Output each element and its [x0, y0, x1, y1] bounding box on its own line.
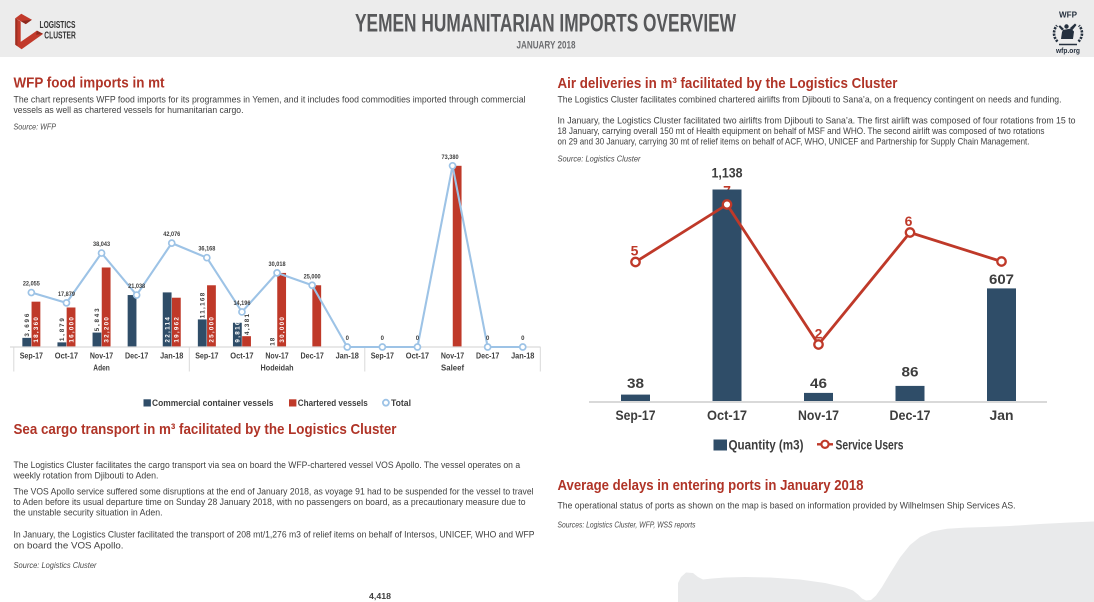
- svg-text:22,055: 22,055: [23, 282, 41, 288]
- svg-text:Nov-17: Nov-17: [265, 352, 289, 361]
- svg-text:Dec-17: Dec-17: [301, 352, 325, 361]
- svg-text:5: 5: [631, 243, 639, 259]
- svg-text:on 29 and 30 January, carrying: on 29 and 30 January, carrying 30 mt of …: [558, 137, 1030, 148]
- svg-text:Service Users: Service Users: [836, 437, 904, 453]
- svg-text:Nov-17: Nov-17: [441, 352, 465, 361]
- svg-text:4,418: 4,418: [369, 592, 392, 601]
- svg-text:5,843: 5,843: [94, 308, 101, 331]
- svg-text:6: 6: [905, 213, 913, 229]
- svg-text:WFP: WFP: [1059, 10, 1077, 20]
- svg-text:Sea cargo transport in m³ faci: Sea cargo transport in m³ facilitated by…: [14, 421, 397, 438]
- svg-text:weekly rotation from Djibouti: weekly rotation from Djibouti to Aden.: [13, 471, 159, 482]
- svg-text:30,000: 30,000: [279, 317, 286, 343]
- svg-text:607: 607: [989, 271, 1014, 287]
- svg-text:18: 18: [270, 337, 277, 345]
- svg-text:Average delays in entering por: Average delays in entering ports in Janu…: [558, 477, 864, 494]
- svg-text:18 January, carrying overall 1: 18 January, carrying overall 150 mt of H…: [558, 126, 1045, 137]
- svg-text:Oct-17: Oct-17: [55, 352, 79, 361]
- svg-text:0: 0: [346, 336, 350, 342]
- svg-text:CLUSTER: CLUSTER: [44, 31, 76, 42]
- svg-text:9,816: 9,816: [234, 321, 241, 342]
- svg-text:LOGISTICS: LOGISTICS: [40, 20, 76, 31]
- svg-text:the unstable security situatio: the unstable security situation in Aden.: [14, 508, 163, 519]
- svg-text:JANUARY 2018: JANUARY 2018: [517, 39, 576, 51]
- svg-text:30,018: 30,018: [269, 262, 287, 268]
- svg-text:25,000: 25,000: [209, 317, 216, 343]
- svg-text:2: 2: [815, 326, 823, 342]
- svg-text:The operational status of port: The operational status of ports as shown…: [558, 501, 1016, 512]
- svg-text:Dec-17: Dec-17: [890, 407, 931, 423]
- svg-text:Sep-17: Sep-17: [195, 352, 219, 361]
- svg-text:1,879: 1,879: [59, 318, 66, 341]
- svg-text:0: 0: [416, 336, 420, 342]
- svg-text:Jan: Jan: [990, 407, 1014, 423]
- svg-text:32,200: 32,200: [103, 317, 110, 343]
- svg-text:Dec-17: Dec-17: [125, 352, 149, 361]
- svg-text:3,696: 3,696: [24, 313, 31, 336]
- svg-text:1,138: 1,138: [712, 165, 743, 181]
- svg-text:0: 0: [486, 336, 490, 342]
- svg-text:Air deliveries in m³ facilitat: Air deliveries in m³ facilitated by the …: [558, 75, 898, 92]
- svg-text:YEMEN HUMANITARIAN IMPORTS OVE: YEMEN HUMANITARIAN IMPORTS OVERVIEW: [355, 10, 736, 38]
- svg-text:19,962: 19,962: [174, 317, 181, 343]
- svg-text:to Aden before its usual depar: to Aden before its usual departure time …: [14, 497, 526, 508]
- svg-text:Quantity (m3): Quantity (m3): [729, 437, 804, 453]
- svg-text:Sources: Logistics Cluster, WF: Sources: Logistics Cluster, WFP, WSS rep…: [558, 520, 697, 530]
- svg-text:Nov-17: Nov-17: [798, 407, 839, 423]
- svg-text:86: 86: [902, 364, 919, 380]
- svg-text:on board the VOS Apollo.: on board the VOS Apollo.: [14, 541, 124, 552]
- svg-text:0: 0: [381, 336, 385, 342]
- svg-text:73,380: 73,380: [442, 155, 460, 161]
- svg-text:14,196: 14,196: [233, 301, 251, 307]
- svg-text:Hodeidah: Hodeidah: [261, 364, 294, 373]
- svg-text:16,000: 16,000: [68, 317, 75, 343]
- svg-text:Jan-18: Jan-18: [511, 352, 535, 361]
- svg-text:Source: WFP: Source: WFP: [14, 122, 57, 132]
- svg-text:17,879: 17,879: [58, 292, 76, 298]
- svg-text:Sep-17: Sep-17: [616, 407, 656, 423]
- svg-text:21,038: 21,038: [128, 284, 146, 290]
- svg-text:0: 0: [521, 336, 525, 342]
- svg-text:Commercial container vessels: Commercial container vessels: [152, 398, 274, 408]
- svg-text:The Logistics Cluster facilita: The Logistics Cluster facilitates combin…: [558, 94, 1062, 105]
- svg-text:wfp.org: wfp.org: [1055, 48, 1080, 55]
- svg-text:22,114: 22,114: [164, 317, 171, 343]
- svg-text:Oct-17: Oct-17: [406, 352, 430, 361]
- svg-text:Dec-17: Dec-17: [476, 352, 500, 361]
- svg-text:38: 38: [627, 375, 644, 391]
- svg-text:4,381: 4,381: [244, 313, 251, 334]
- svg-text:Saleef: Saleef: [441, 364, 464, 373]
- svg-text:The chart represents WFP food: The chart represents WFP food imports fo…: [14, 95, 526, 106]
- svg-text:42,076: 42,076: [163, 232, 181, 238]
- svg-text:Total: Total: [391, 398, 411, 408]
- svg-text:38,043: 38,043: [93, 242, 111, 248]
- svg-text:Chartered vessels: Chartered vessels: [298, 398, 368, 408]
- svg-text:The Logistics Cluster facilita: The Logistics Cluster facilitates the ca…: [14, 460, 521, 471]
- svg-text:18,360: 18,360: [33, 317, 40, 343]
- svg-text:The VOS Apollo service suffere: The VOS Apollo service suffered some dis…: [14, 487, 534, 498]
- svg-text:11,168: 11,168: [199, 292, 206, 318]
- svg-text:Sep-17: Sep-17: [371, 352, 395, 361]
- svg-text:Jan-18: Jan-18: [160, 352, 184, 361]
- svg-text:In January, the Logistics Clus: In January, the Logistics Cluster facili…: [14, 530, 535, 541]
- svg-text:WFP food imports in mt: WFP food imports in mt: [14, 75, 165, 92]
- svg-text:Source: Logistics Cluster: Source: Logistics Cluster: [558, 153, 642, 163]
- svg-text:Source: Logistics Cluster: Source: Logistics Cluster: [14, 560, 98, 570]
- svg-text:Sep-17: Sep-17: [20, 352, 44, 361]
- svg-text:25,000: 25,000: [304, 274, 322, 280]
- svg-text:In January, the Logistics Clus: In January, the Logistics Cluster facili…: [558, 115, 1076, 126]
- svg-text:Oct-17: Oct-17: [707, 407, 747, 423]
- svg-text:Oct-17: Oct-17: [230, 352, 254, 361]
- svg-text:Jan-18: Jan-18: [336, 352, 360, 361]
- svg-text:46: 46: [810, 375, 827, 391]
- svg-text:vessels as well as chartered v: vessels as well as chartered vessels for…: [14, 105, 244, 116]
- svg-text:Nov-17: Nov-17: [90, 352, 114, 361]
- svg-text:36,168: 36,168: [198, 247, 216, 253]
- svg-text:Aden: Aden: [93, 364, 110, 373]
